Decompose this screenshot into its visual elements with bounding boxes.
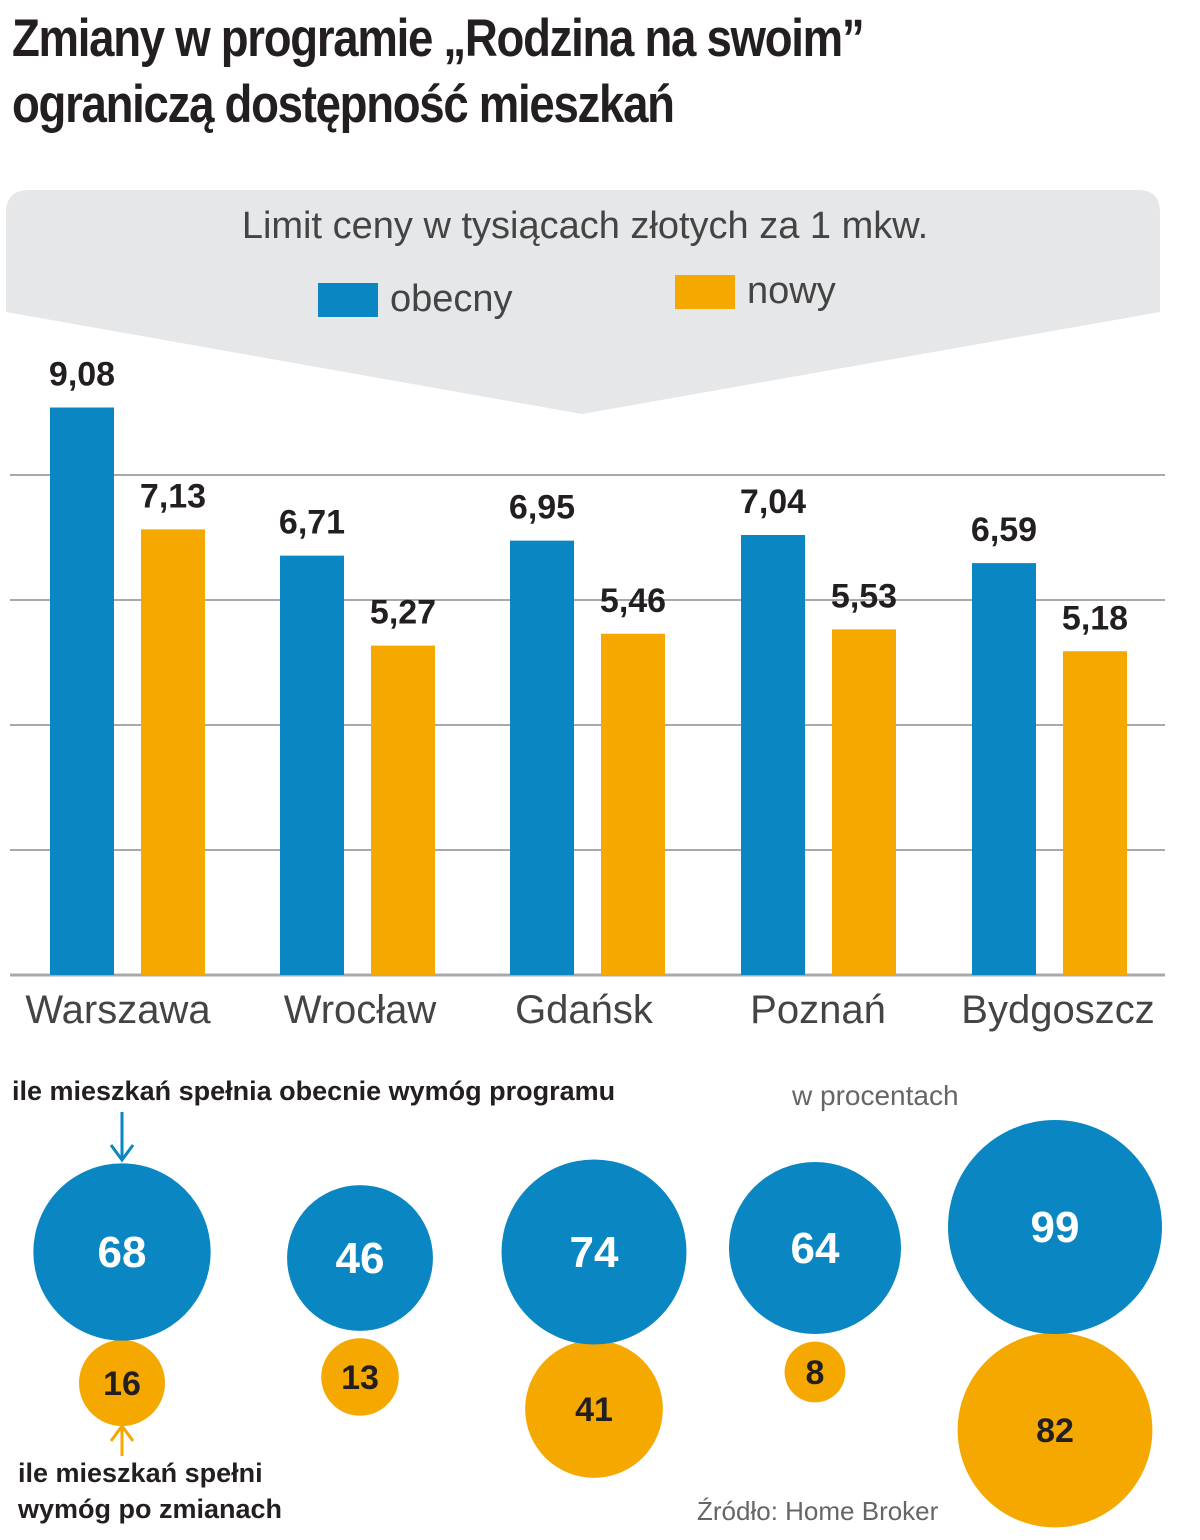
bar-current bbox=[741, 535, 805, 975]
legend: obecny nowy bbox=[0, 270, 1200, 326]
legend-label-current: obecny bbox=[390, 278, 513, 320]
bar-current bbox=[50, 407, 114, 975]
bar-current bbox=[280, 555, 344, 975]
bubble-current bbox=[948, 1120, 1162, 1334]
legend-callout-bg bbox=[6, 190, 1160, 414]
bar-current bbox=[972, 563, 1036, 975]
bubble-current bbox=[33, 1163, 211, 1341]
bubble-new bbox=[957, 1332, 1153, 1528]
bubble-current-value: 99 bbox=[1031, 1203, 1080, 1252]
bubble-new bbox=[525, 1340, 663, 1478]
bar-value-label: 5,18 bbox=[1062, 599, 1128, 637]
legend-header: Limit ceny w tysiącach złotych za 1 mkw. bbox=[241, 205, 929, 247]
bubble-current-label: ile mieszkań spełnia obecnie wymóg progr… bbox=[12, 1076, 616, 1106]
bar-value-label: 6,95 bbox=[509, 489, 575, 527]
bubble-new-label-line1: ile mieszkań spełni bbox=[18, 1458, 263, 1488]
bar-value-label: 7,04 bbox=[740, 483, 806, 521]
category-label: Poznań bbox=[750, 988, 886, 1032]
category-label: Wrocław bbox=[284, 988, 437, 1032]
chart-title: Zmiany w programie „Rodzina na swoim” og… bbox=[12, 6, 1027, 138]
bubble-new bbox=[78, 1339, 166, 1427]
bar-new bbox=[141, 529, 205, 975]
bubble-current-value: 46 bbox=[336, 1234, 385, 1283]
category-label: Gdańsk bbox=[515, 988, 654, 1032]
bubble-new-label-line2: wymóg po zmianach bbox=[18, 1494, 283, 1524]
bubble-current bbox=[728, 1161, 902, 1335]
bubble-new bbox=[784, 1341, 846, 1403]
legend-label-new: nowy bbox=[747, 270, 836, 312]
category-label: Bydgoszcz bbox=[961, 988, 1154, 1032]
bar-new bbox=[601, 633, 665, 975]
bubble-new-value: 8 bbox=[806, 1354, 825, 1392]
bar-value-label: 9,08 bbox=[49, 356, 115, 394]
bubble-new bbox=[321, 1338, 399, 1416]
bar-value-label: 6,59 bbox=[971, 511, 1037, 549]
bar-value-label: 5,27 bbox=[370, 594, 436, 632]
bubble-new-value: 13 bbox=[341, 1359, 379, 1397]
bubble-current bbox=[501, 1159, 687, 1345]
legend-item-new: nowy bbox=[675, 270, 836, 313]
bar-new bbox=[832, 629, 896, 975]
bar-value-label: 7,13 bbox=[140, 477, 206, 515]
legend-swatch-current bbox=[318, 282, 378, 317]
category-label: Warszawa bbox=[25, 988, 211, 1032]
bar-value-label: 5,53 bbox=[831, 577, 897, 615]
title-line-1: Zmiany w programie „Rodzina na swoim” bbox=[12, 9, 865, 68]
legend-swatch-new bbox=[675, 274, 735, 309]
bar-value-label: 6,71 bbox=[279, 504, 345, 542]
title-line-2: ograniczą dostępność mieszkań bbox=[12, 75, 675, 134]
bubble-current-value: 64 bbox=[791, 1224, 840, 1273]
arrow-up-icon bbox=[109, 1423, 135, 1442]
bubble-new-value: 82 bbox=[1036, 1412, 1074, 1450]
bubble-new-value: 41 bbox=[575, 1391, 613, 1429]
bar-new bbox=[371, 645, 435, 975]
source-note: Źródło: Home Broker bbox=[697, 1496, 939, 1526]
arrow-down-icon bbox=[109, 1144, 135, 1163]
bubble-unit-label: w procentach bbox=[792, 1080, 959, 1111]
bubble-current-value: 68 bbox=[98, 1228, 147, 1277]
legend-item-current: obecny bbox=[318, 278, 513, 321]
bubble-current bbox=[287, 1185, 433, 1331]
bar-new bbox=[1063, 651, 1127, 975]
bar-value-label: 5,46 bbox=[600, 582, 666, 620]
bar-current bbox=[510, 540, 574, 975]
bubble-new-value: 16 bbox=[103, 1365, 141, 1403]
bubble-current-value: 74 bbox=[570, 1228, 619, 1277]
